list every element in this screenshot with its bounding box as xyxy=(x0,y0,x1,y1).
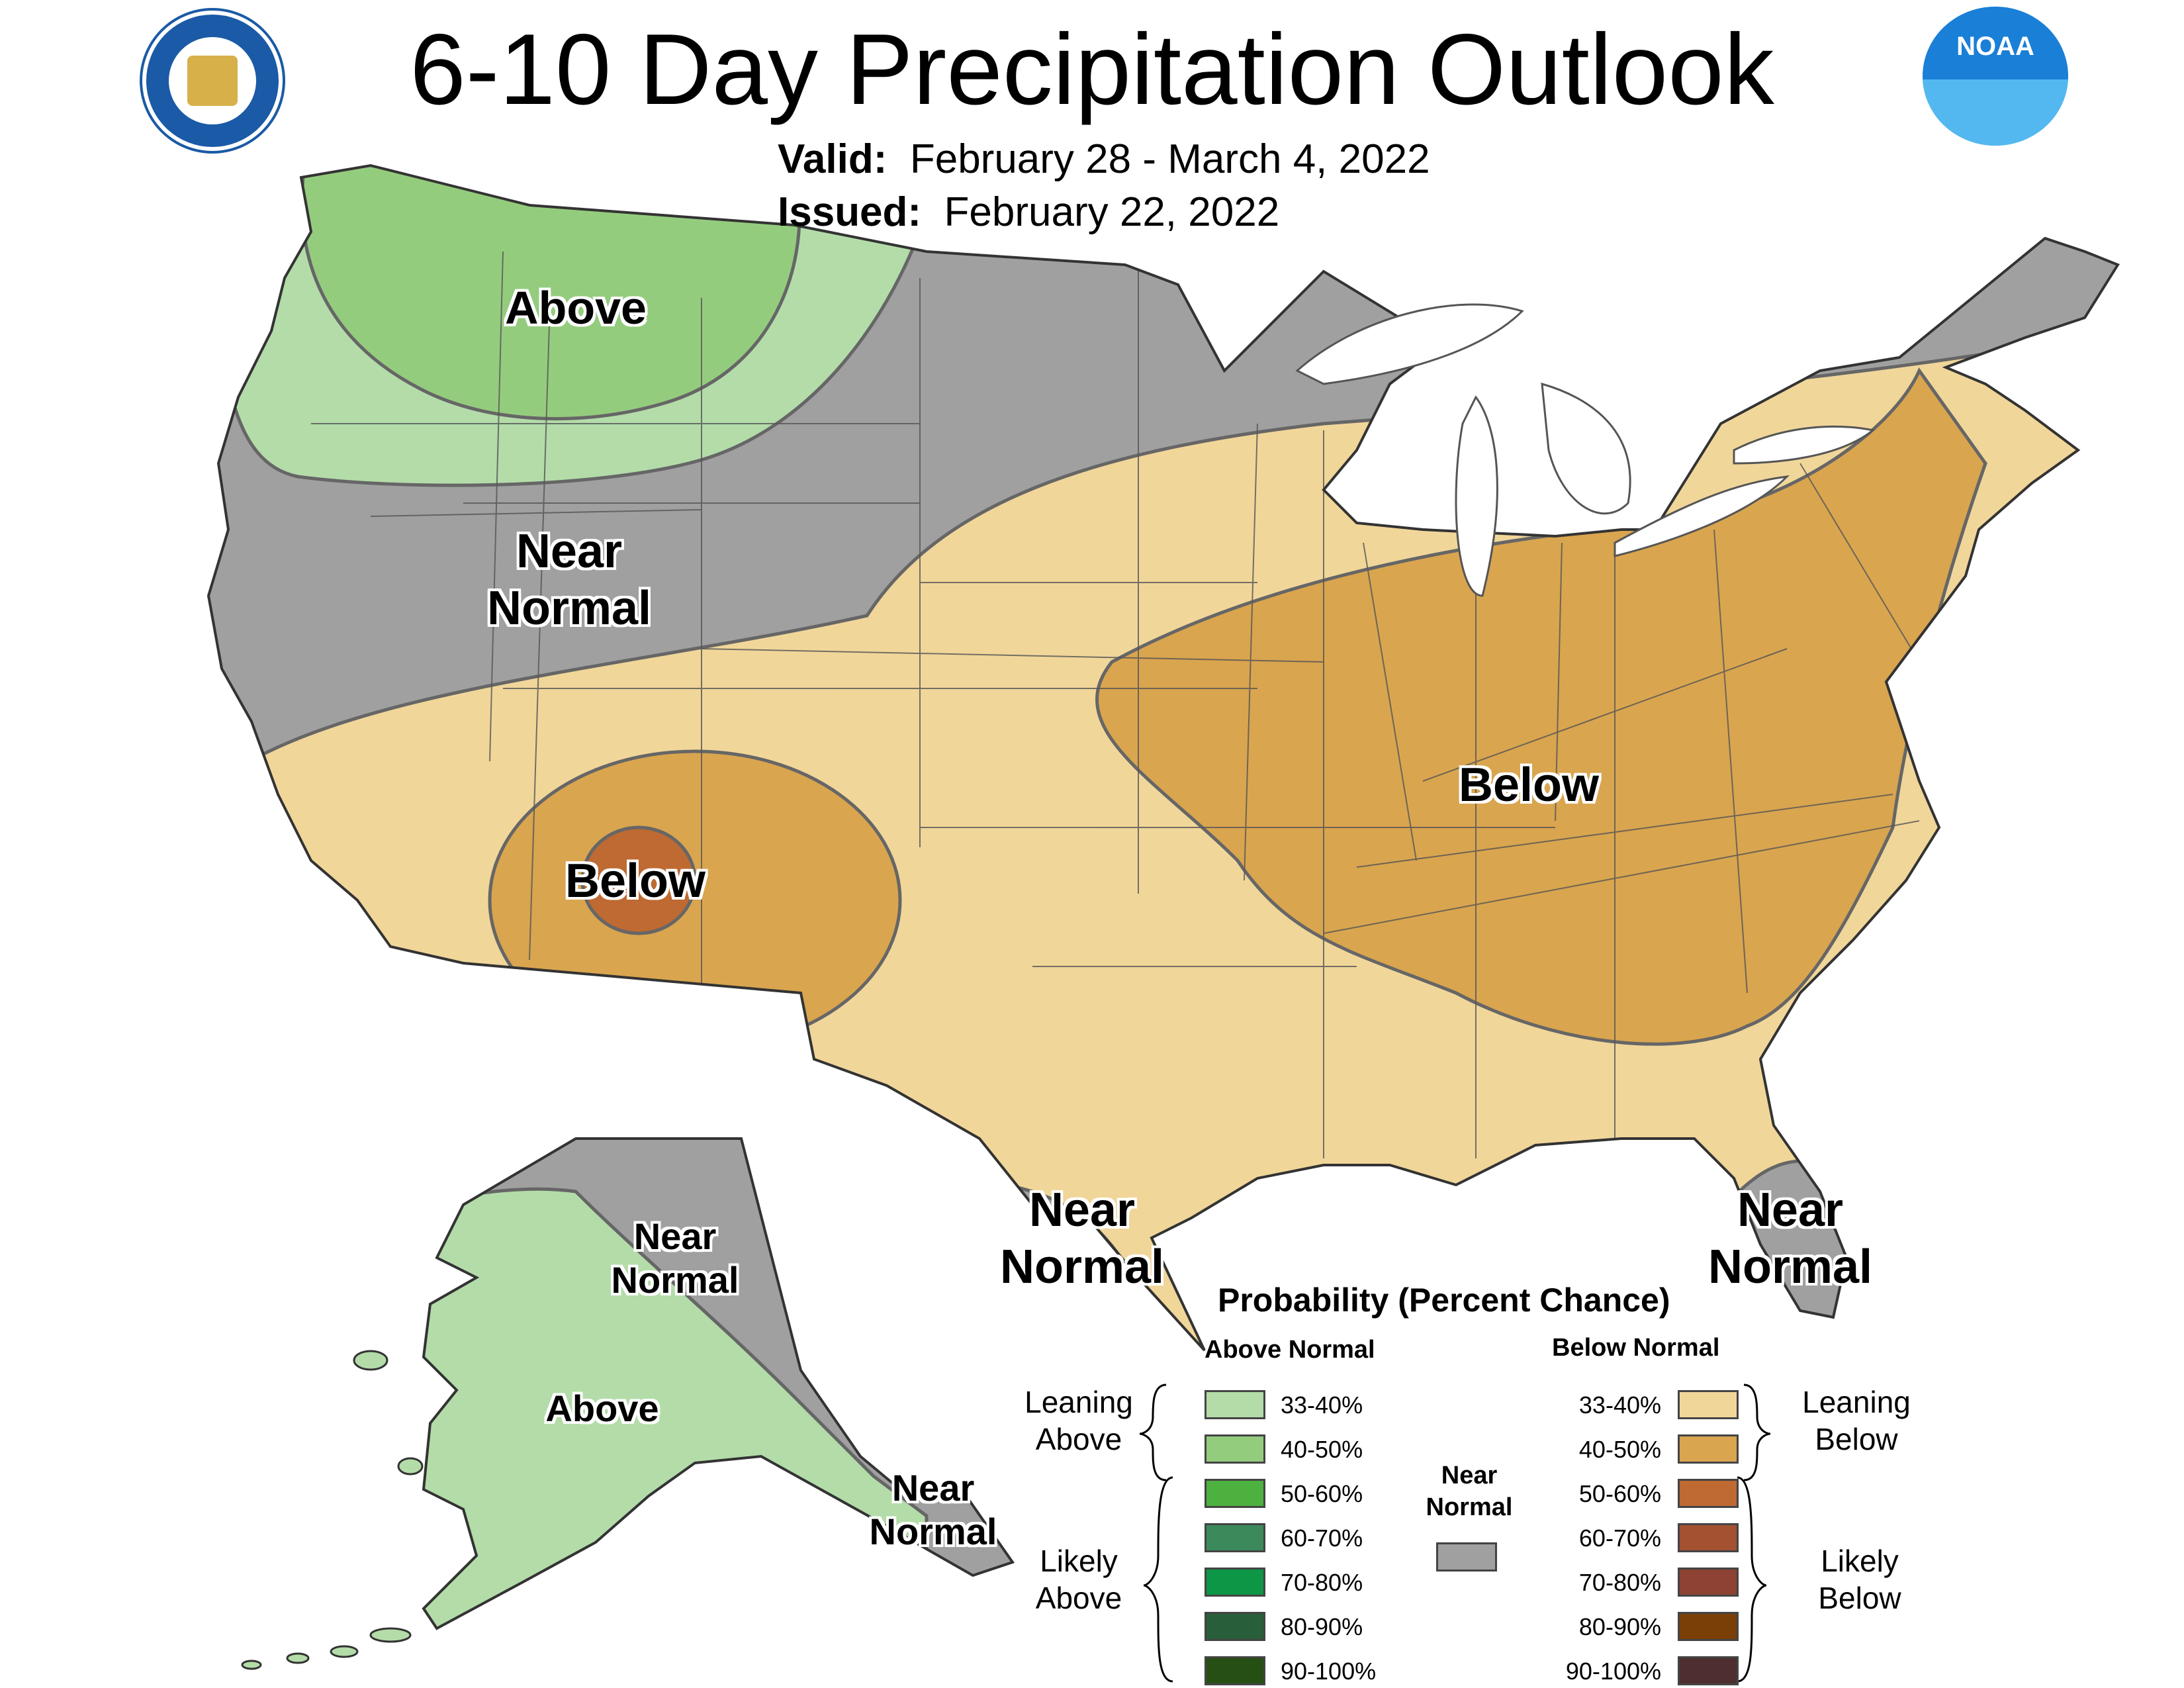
label-above-northwest: Above xyxy=(505,282,647,334)
legend-likely-above: Likely Above xyxy=(1035,1544,1122,1615)
legend-below-header: Below Normal xyxy=(1552,1334,1720,1362)
legend-above-label: 40-50% xyxy=(1281,1436,1363,1463)
legend-above-label: 90-100% xyxy=(1281,1658,1377,1685)
legend-below-label: 33-40% xyxy=(1578,1391,1661,1419)
issued-line: Issued: February 22, 2022 xyxy=(778,189,1279,236)
legend-below-swatch xyxy=(1678,1612,1739,1641)
label-near-normal-west: Near Normal xyxy=(486,525,652,635)
legend-above-label: 50-60% xyxy=(1281,1480,1363,1507)
legend-below-swatch xyxy=(1678,1479,1739,1508)
legend-above-swatch xyxy=(1205,1656,1265,1685)
legend-below-label: 60-70% xyxy=(1578,1524,1661,1552)
legend-below-swatch xyxy=(1678,1656,1739,1685)
legend-below-label: 70-80% xyxy=(1578,1569,1661,1596)
valid-label: Valid: xyxy=(778,136,887,182)
label-below-east: Below xyxy=(1458,759,1600,812)
legend-above-label: 60-70% xyxy=(1281,1524,1363,1552)
commerce-seal-logo xyxy=(142,11,283,151)
legend-above-swatch xyxy=(1205,1434,1265,1464)
legend-below-swatch xyxy=(1678,1434,1739,1464)
legend-below-label: 40-50% xyxy=(1578,1436,1661,1463)
label-near-normal-alaska-south: Near Normal xyxy=(869,1467,997,1552)
legend-below-swatch xyxy=(1678,1568,1739,1597)
legend-below-label: 90-100% xyxy=(1565,1658,1661,1685)
legend-above-swatch xyxy=(1205,1523,1265,1552)
legend-above-swatch xyxy=(1205,1390,1265,1419)
label-below-southwest: Below xyxy=(565,855,706,908)
legend-near-swatch xyxy=(1436,1542,1497,1571)
legend-above-header: Above Normal xyxy=(1205,1336,1375,1364)
legend-above-swatch xyxy=(1205,1612,1265,1641)
noaa-logo: NOAA xyxy=(1923,7,2068,146)
legend-above-label: 80-90% xyxy=(1281,1613,1363,1640)
legend-below-label: 50-60% xyxy=(1578,1480,1661,1507)
legend-above-swatch xyxy=(1205,1479,1265,1508)
legend-leaning-below: Leaning Below xyxy=(1802,1385,1911,1456)
label-near-normal-florida: Near Normal xyxy=(1707,1184,1873,1293)
legend-near-header: Near Normal xyxy=(1426,1462,1513,1521)
valid-value: February 28 - March 4, 2022 xyxy=(909,136,1430,182)
page-title: 6-10 Day Precipitation Outlook xyxy=(410,13,1774,126)
label-near-normal-texas: Near Normal xyxy=(999,1184,1165,1293)
legend-above-label: 70-80% xyxy=(1281,1569,1363,1596)
legend-below-label: 80-90% xyxy=(1578,1613,1661,1640)
label-near-normal-alaska-north: Near Normal xyxy=(611,1215,739,1301)
legend-above-label: 33-40% xyxy=(1281,1391,1363,1419)
legend-below-swatch xyxy=(1678,1390,1739,1419)
issued-label: Issued: xyxy=(778,189,922,235)
label-above-alaska: Above xyxy=(545,1387,659,1429)
legend-likely-below: Likely Below xyxy=(1818,1544,1901,1615)
legend-above-swatch xyxy=(1205,1568,1265,1597)
legend-title: Probability (Percent Chance) xyxy=(1218,1282,1670,1319)
noaa-logo-text: NOAA xyxy=(1956,32,2034,61)
legend-leaning-above: Leaning Above xyxy=(1024,1385,1133,1456)
legend-below-swatch xyxy=(1678,1523,1739,1552)
valid-line: Valid: February 28 - March 4, 2022 xyxy=(778,136,1430,183)
issued-value: February 22, 2022 xyxy=(944,189,1280,235)
